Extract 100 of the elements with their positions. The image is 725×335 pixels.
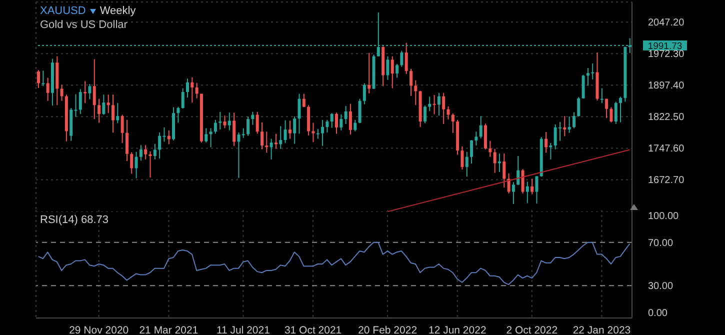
- candlestick: [232, 112, 236, 146]
- candlestick: [246, 116, 250, 136]
- candlestick: [507, 172, 510, 194]
- text: Gold vs US Dollar: [40, 18, 128, 32]
- candlestick: [176, 106, 180, 124]
- y-tick-label: 70.00: [648, 238, 674, 249]
- candlestick: [148, 150, 152, 178]
- candlestick: [614, 101, 618, 125]
- candlestick: [88, 84, 92, 100]
- candlestick: [610, 106, 613, 123]
- candlestick: [84, 80, 87, 104]
- candlestick: [404, 42, 408, 74]
- candlestick: [195, 82, 198, 99]
- x-tick-label: 31 Oct 2021: [284, 324, 342, 335]
- candlestick: [186, 78, 189, 98]
- candlestick: [223, 115, 226, 129]
- candlestick: [158, 132, 162, 160]
- y-tick-label: 1822.50: [648, 112, 685, 124]
- candlestick: [465, 151, 468, 178]
- candlestick: [190, 76, 194, 104]
- candlestick: [302, 93, 306, 108]
- candlestick: [106, 94, 110, 114]
- candlestick: [130, 152, 134, 174]
- candlestick: [362, 82, 366, 105]
- candlestick: [326, 119, 329, 133]
- candlestick: [270, 138, 273, 160]
- candlestick: [368, 52, 371, 94]
- candlestick: [582, 74, 585, 99]
- candlestick: [181, 88, 184, 109]
- candlestick: [144, 144, 148, 160]
- candlestick: [134, 151, 138, 179]
- candlestick: [260, 122, 264, 150]
- candlestick: [46, 77, 50, 102]
- candlestick: [535, 176, 538, 204]
- candlestick: [390, 56, 394, 89]
- candlestick: [577, 96, 580, 117]
- candlestick: [605, 98, 608, 119]
- candlestick: [526, 181, 529, 204]
- candlestick: [568, 116, 571, 134]
- candlestick: [451, 113, 454, 134]
- y-tick-label: 1972.30: [648, 49, 685, 60]
- candlestick: [340, 114, 343, 131]
- candlestick: [335, 112, 338, 134]
- y-tick-label: 1897.40: [648, 80, 685, 92]
- candlestick: [237, 132, 240, 178]
- candlestick: [116, 102, 120, 124]
- candlestick: [167, 130, 170, 145]
- candlestick: [572, 112, 576, 129]
- x-tick-label: 22 Jan 2023: [572, 324, 631, 335]
- candlestick: [284, 120, 287, 144]
- candlestick: [414, 80, 418, 106]
- candlestick: [312, 122, 315, 143]
- candlestick: [214, 119, 217, 134]
- candlestick: [600, 88, 604, 104]
- candlestick: [484, 123, 487, 150]
- candlestick: [446, 106, 450, 120]
- annotation: Weekly: [100, 4, 136, 18]
- candlestick: [125, 119, 128, 162]
- y-tick-label: 1672.70: [648, 175, 685, 186]
- x-tick-label: 2 Oct 2022: [506, 324, 558, 335]
- candlestick: [502, 153, 506, 188]
- candlestick: [102, 94, 106, 116]
- candlestick: [60, 84, 64, 102]
- candlestick: [209, 128, 212, 148]
- candlestick: [474, 131, 478, 146]
- candlestick: [498, 153, 501, 173]
- candlestick: [437, 92, 440, 116]
- candlestick: [78, 88, 82, 114]
- y-tick-label: 2047.20: [648, 18, 685, 29]
- candlestick: [428, 96, 432, 112]
- candlestick: [218, 111, 222, 130]
- candlestick: [330, 112, 334, 128]
- x-tick-label: 21 Mar 2021: [139, 324, 198, 335]
- x-tick-label: 29 Nov 2020: [69, 324, 129, 335]
- candlestick: [488, 140, 492, 158]
- candlestick: [400, 50, 404, 68]
- candlestick: [348, 103, 352, 136]
- x-tick-label: 12 Jun 2022: [428, 324, 486, 335]
- candlestick: [288, 120, 292, 140]
- candlestick: [74, 94, 78, 118]
- candlestick: [279, 126, 282, 150]
- candlestick: [354, 119, 357, 132]
- candlestick: [153, 143, 156, 160]
- candlestick: [98, 98, 101, 124]
- candlestick: [516, 156, 520, 186]
- y-tick-label: 1747.60: [648, 144, 685, 155]
- candlestick: [460, 146, 464, 170]
- candlestick: [410, 68, 412, 96]
- candlestick: [386, 56, 390, 80]
- chart-title: XAUUSD: [40, 4, 86, 18]
- candlestick: [423, 105, 426, 124]
- candlestick: [112, 94, 114, 133]
- candlestick: [139, 144, 142, 162]
- candlestick: [42, 70, 45, 87]
- candlestick: [344, 105, 348, 125]
- candlestick: [316, 128, 320, 140]
- candlestick: [251, 111, 254, 126]
- candlestick: [396, 63, 399, 78]
- candlestick: [265, 131, 268, 154]
- y-tick-label: 100.00: [648, 211, 680, 222]
